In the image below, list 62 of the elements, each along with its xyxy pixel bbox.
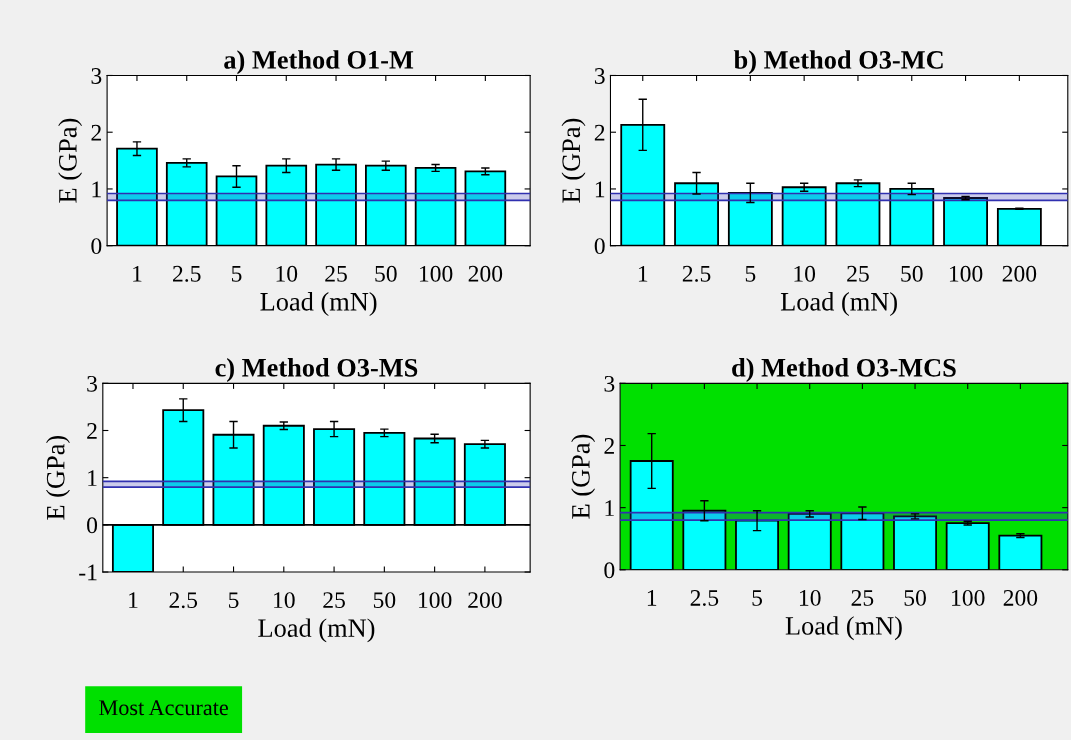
y-tick-label: 0 [87,517,98,534]
x-tick-label: 25 [847,265,869,282]
y-tick-label: 3 [594,68,605,84]
x-tick-label: 5 [229,592,239,609]
y-tick-label: 1 [88,470,97,486]
x-tick-label: 10 [274,592,295,609]
chart-title: d) Method O3-MCS [732,358,956,382]
x-tick-label: 2.5 [690,589,719,606]
x-tick-label: 100 [418,592,452,609]
x-tick-label: 5 [231,266,242,282]
y-axis-title: E (GPa) [46,435,70,520]
y-tick-label: 3 [604,375,615,392]
y-tick-label: 2 [87,423,97,439]
y-tick-label: -1 [79,564,97,581]
y-tick-label: 1 [92,181,101,198]
y-tick-label: 2 [91,124,101,141]
chart-title: a) Method O1-M [224,50,414,75]
x-tick-label: 2.5 [682,265,711,282]
x-tick-label: 200 [1003,589,1038,606]
x-axis-title: Load (mN) [785,616,902,641]
x-tick-label: 1 [129,592,138,608]
x-tick-label: 5 [745,266,756,282]
x-tick-label: 200 [1002,265,1037,282]
x-tick-label: 10 [276,265,298,282]
x-axis-title: Load (mN) [258,618,375,643]
x-tick-label: 200 [468,592,502,609]
text: Most Accurate [99,700,228,716]
x-axis-title: Load (mN) [780,292,897,317]
y-tick-label: 2 [604,438,614,454]
y-tick-label: 1 [605,500,614,516]
x-tick-label: 10 [794,265,816,282]
y-axis-title: E (GPa) [58,118,83,203]
x-tick-label: 50 [904,589,926,606]
y-tick-label: 0 [91,238,102,255]
x-tick-label: 50 [375,265,397,282]
y-tick-label: 3 [87,375,98,392]
x-tick-label: 25 [325,265,347,282]
y-tick-label: 0 [604,562,615,579]
x-tick-label: 1 [133,265,142,282]
x-axis-title: Load (mN) [260,292,377,317]
y-tick-label: 3 [91,68,102,84]
x-tick-label: 50 [373,592,396,609]
x-tick-label: 1 [647,590,657,606]
x-tick-label: 100 [949,265,983,282]
x-tick-label: 2.5 [169,592,198,609]
x-tick-label: 50 [901,265,923,282]
x-tick-label: 2.5 [173,265,201,282]
y-axis-title: E (GPa) [571,434,596,519]
y-axis-title: E (GPa) [561,118,586,203]
x-tick-label: 5 [752,590,763,606]
y-tick-label: 1 [595,181,605,198]
chart-title: c) Method O3-MS [215,358,418,382]
x-tick-label: 10 [799,589,821,606]
x-tick-label: 200 [468,265,503,282]
chart-title: b) Method O3-MC [733,50,943,75]
y-tick-label: 0 [594,238,605,255]
x-tick-label: 100 [419,265,453,282]
x-tick-label: 1 [638,265,648,282]
x-tick-label: 25 [323,592,345,609]
x-tick-label: 25 [851,589,874,606]
x-tick-label: 100 [952,589,985,606]
y-tick-label: 2 [594,124,605,141]
